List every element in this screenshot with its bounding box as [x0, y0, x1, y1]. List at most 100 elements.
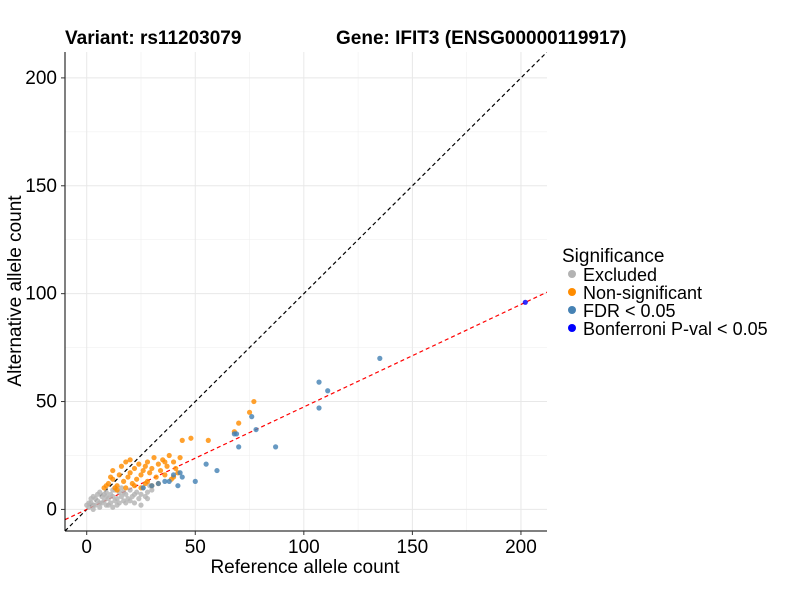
point-fdr-0-05: [316, 379, 322, 385]
reference-line-identity: [65, 52, 547, 531]
y-tick-label: 200: [25, 68, 57, 89]
point-non-significant: [162, 459, 168, 465]
point-non-significant: [205, 437, 211, 443]
legend-label-fdr-0-05: FDR < 0.05: [583, 301, 676, 321]
grid: [65, 52, 547, 531]
data-points: [84, 299, 528, 513]
point-excluded: [131, 500, 138, 506]
point-non-significant: [251, 398, 257, 405]
point-bonferroni-p-val-0-05: [522, 299, 528, 305]
x-tick-label: 100: [288, 537, 320, 558]
legend-key-bonferroni-p-val-0-05: [568, 324, 576, 332]
point-excluded: [118, 485, 125, 491]
point-excluded: [138, 491, 144, 497]
y-tick-label: 0: [46, 499, 57, 520]
point-non-significant: [173, 465, 179, 472]
variant-title: Variant: rs11203079: [65, 28, 241, 49]
reference-lines: [65, 52, 547, 531]
point-excluded: [88, 496, 94, 502]
point-non-significant: [179, 437, 185, 443]
y-tick-label: 150: [25, 176, 57, 197]
point-non-significant: [153, 474, 159, 480]
point-non-significant: [147, 470, 153, 476]
point-excluded: [131, 491, 138, 497]
point-non-significant: [162, 472, 168, 478]
point-excluded: [114, 502, 120, 508]
point-non-significant: [123, 459, 129, 465]
point-non-significant: [142, 480, 148, 487]
point-non-significant: [164, 463, 170, 469]
point-fdr-0-05: [170, 472, 177, 478]
point-fdr-0-05: [316, 405, 322, 411]
point-excluded: [97, 504, 103, 510]
point-fdr-0-05: [253, 426, 259, 433]
point-excluded: [110, 493, 116, 500]
x-axis-title: Reference allele count: [210, 557, 400, 578]
point-fdr-0-05: [166, 478, 172, 484]
point-excluded: [110, 504, 116, 510]
point-non-significant: [151, 455, 157, 461]
point-non-significant: [118, 463, 125, 469]
point-non-significant: [131, 465, 138, 472]
point-non-significant: [142, 463, 148, 469]
legend-key-non-significant: [568, 288, 576, 296]
point-fdr-0-05: [214, 467, 220, 474]
point-excluded: [99, 500, 105, 506]
point-non-significant: [166, 452, 172, 459]
point-non-significant: [134, 476, 140, 482]
point-excluded: [114, 496, 120, 502]
point-non-significant: [155, 461, 161, 467]
legend-key-fdr-0-05: [568, 306, 576, 314]
point-excluded: [103, 493, 109, 500]
point-fdr-0-05: [140, 485, 146, 491]
point-excluded: [105, 502, 112, 508]
legend-key-excluded: [568, 270, 576, 278]
point-excluded: [144, 489, 151, 495]
point-fdr-0-05: [155, 480, 161, 487]
point-non-significant: [136, 461, 142, 467]
point-excluded: [84, 502, 90, 508]
point-excluded: [97, 489, 103, 495]
point-non-significant: [144, 459, 151, 465]
point-non-significant: [140, 467, 146, 474]
point-non-significant: [131, 483, 138, 489]
point-non-significant: [236, 420, 242, 426]
point-non-significant: [138, 472, 144, 478]
point-fdr-0-05: [149, 483, 155, 489]
point-fdr-0-05: [377, 355, 383, 361]
point-non-significant: [170, 459, 177, 465]
point-excluded: [127, 487, 133, 493]
point-non-significant: [112, 485, 118, 491]
point-excluded: [127, 498, 133, 504]
point-excluded: [118, 493, 125, 500]
axes: 0 50 100 150 200 0 50 100 150 200: [25, 52, 547, 558]
point-excluded: [136, 496, 142, 502]
point-non-significant: [177, 455, 183, 461]
point-excluded: [149, 487, 155, 493]
x-tick-label: 150: [397, 537, 429, 558]
point-excluded: [144, 496, 151, 502]
legend-label-bonferroni-p-val-0-05: Bonferroni P-val < 0.05: [583, 319, 768, 339]
point-excluded: [123, 500, 129, 506]
x-tick-label: 200: [505, 537, 537, 558]
point-fdr-0-05: [273, 444, 279, 450]
point-excluded: [121, 489, 127, 495]
y-axis-title: Alternative allele count: [5, 195, 26, 387]
point-fdr-0-05: [192, 478, 198, 484]
point-non-significant: [121, 478, 127, 484]
point-non-significant: [107, 474, 114, 480]
point-excluded: [90, 506, 96, 513]
point-fdr-0-05: [249, 414, 255, 420]
point-fdr-0-05: [236, 444, 242, 450]
point-non-significant: [116, 472, 122, 478]
point-non-significant: [127, 470, 133, 476]
point-fdr-0-05: [177, 470, 183, 476]
point-fdr-0-05: [175, 483, 181, 489]
point-non-significant: [110, 467, 116, 474]
reference-line-fit: [65, 291, 547, 521]
point-fdr-0-05: [203, 461, 209, 467]
y-tick-label: 50: [36, 392, 57, 413]
x-tick-label: 0: [81, 537, 92, 558]
legend-label-excluded: Excluded: [583, 265, 657, 285]
